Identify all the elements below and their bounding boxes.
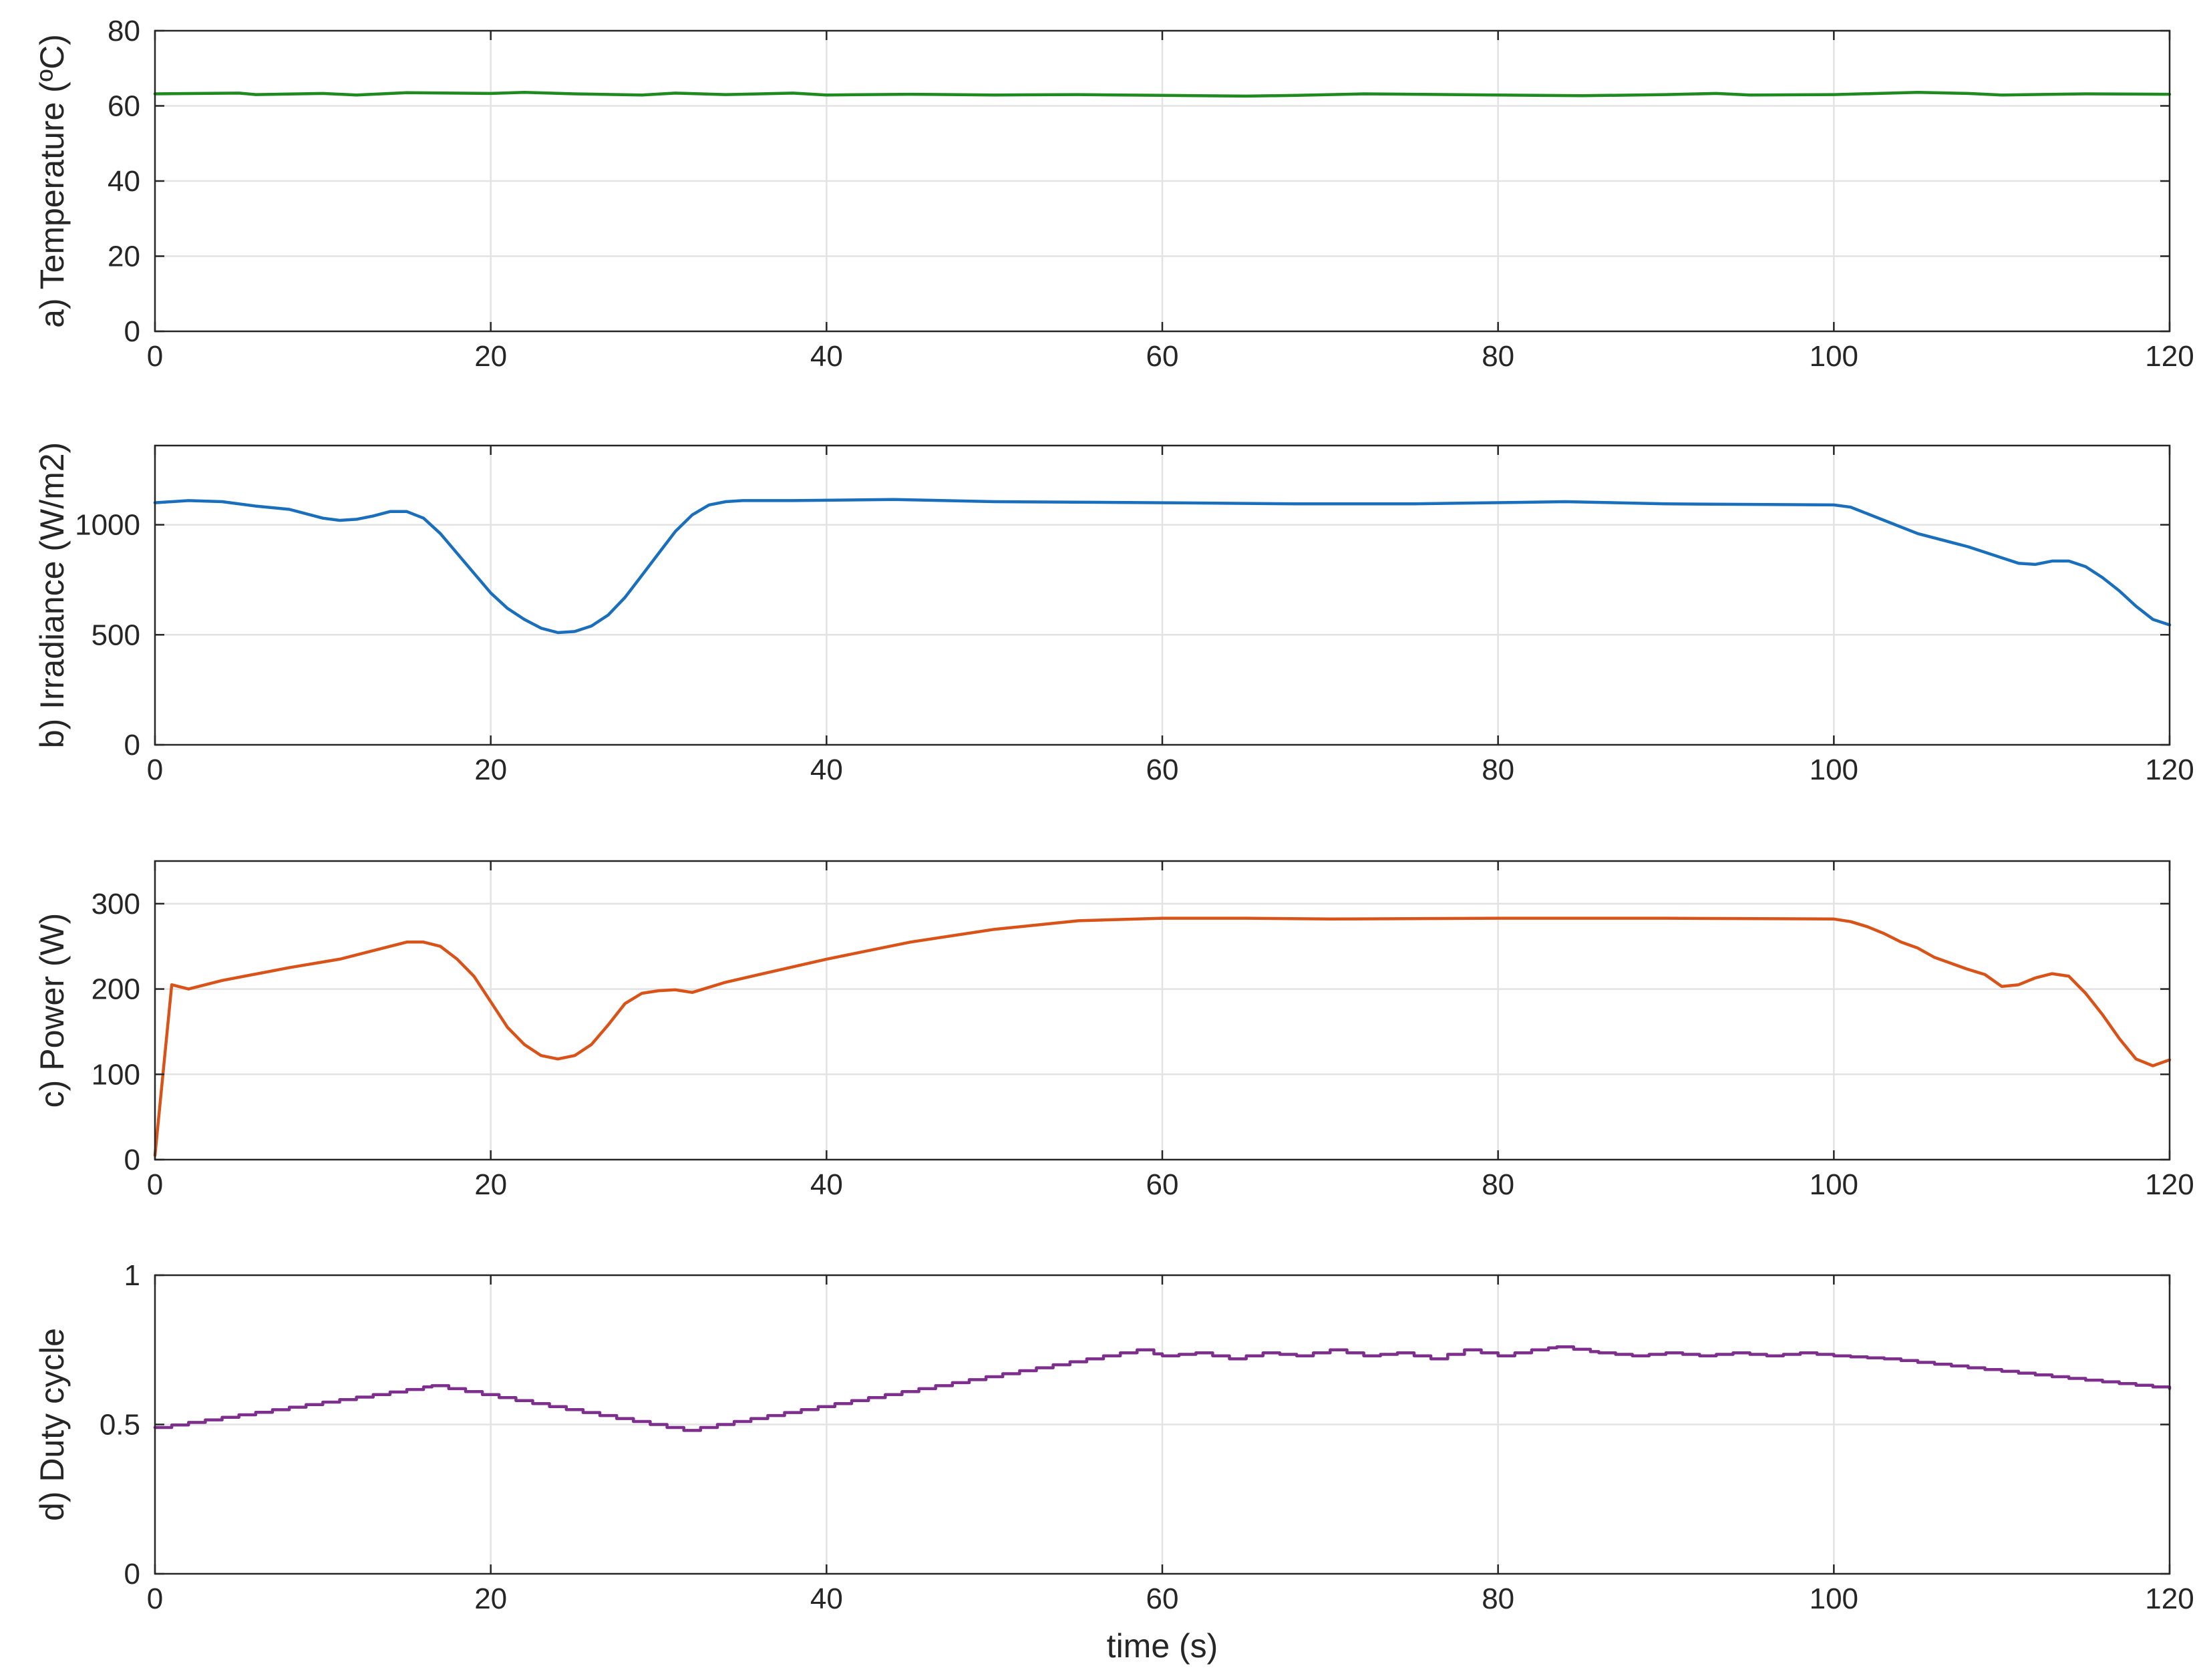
x-tick-label: 100 [1810, 1168, 1858, 1201]
y-axis-label: a) Temperature (ºC) [33, 34, 71, 328]
x-tick-label: 60 [1146, 340, 1179, 373]
x-tick-label: 0 [147, 1168, 163, 1201]
x-tick-label: 80 [1482, 1582, 1514, 1615]
x-tick-label: 20 [474, 340, 507, 373]
y-tick-label: 20 [108, 240, 140, 273]
series-line-c [153, 916, 2172, 1157]
y-axis-label: c) Power (W) [33, 913, 71, 1108]
y-tick-label: 1000 [75, 509, 140, 542]
y-tick-label: 300 [92, 888, 140, 920]
x-tick-label: 120 [2145, 340, 2194, 373]
x-tick-label: 20 [474, 1168, 507, 1201]
series-line-a [153, 91, 2172, 98]
y-axis-label: b) Irradiance (W/m2) [33, 442, 71, 748]
y-tick-label: 500 [92, 619, 140, 651]
y-tick-label: 0 [124, 315, 140, 348]
x-tick-label: 40 [810, 340, 843, 373]
series-line-d [153, 1345, 2172, 1432]
y-tick-label: 0 [124, 1558, 140, 1590]
x-tick-label: 20 [474, 753, 507, 786]
x-tick-label: 60 [1146, 1582, 1179, 1615]
x-axis-label: time (s) [1107, 1627, 1218, 1665]
panel-duty-cycle: 0 20 40 60 80 100 120 0 0.5 1 d) Duty cycle time (s… [33, 1259, 2194, 1665]
x-tick-label: 80 [1482, 1168, 1514, 1201]
y-tick-label: 0.5 [100, 1409, 140, 1442]
x-tick-label: 60 [1146, 753, 1179, 786]
y-tick-label: 80 [108, 15, 140, 47]
x-tick-label: 0 [147, 753, 163, 786]
x-tick-label: 120 [2145, 1582, 2194, 1615]
x-tick-label: 40 [810, 1168, 843, 1201]
x-tick-label: 40 [810, 1582, 843, 1615]
x-tick-label: 80 [1482, 753, 1514, 786]
y-tick-label: 1 [124, 1259, 140, 1292]
series-line-b [153, 498, 2172, 635]
x-tick-label: 100 [1810, 340, 1858, 373]
x-tick-label: 0 [147, 340, 163, 373]
x-tick-label: 120 [2145, 753, 2194, 786]
y-tick-label: 200 [92, 973, 140, 1006]
x-tick-label: 0 [147, 1582, 163, 1615]
x-tick-label: 80 [1482, 340, 1514, 373]
y-tick-label: 60 [108, 90, 140, 123]
y-tick-label: 40 [108, 165, 140, 198]
x-tick-label: 120 [2145, 1168, 2194, 1201]
y-tick-label: 100 [92, 1058, 140, 1091]
y-axis-label: d) Duty cycle [33, 1328, 71, 1521]
x-tick-label: 100 [1810, 753, 1858, 786]
panel-temperature: 0 20 40 60 80 100 120 0 20 40 60 80 a) Temperature (… [33, 15, 2194, 373]
panel-power: 0 20 40 60 80 100 120 0 100 200 300 c) Power (W) [33, 860, 2194, 1201]
y-tick-label: 0 [124, 1144, 140, 1176]
x-tick-label: 20 [474, 1582, 507, 1615]
x-tick-label: 100 [1810, 1582, 1858, 1615]
x-tick-label: 40 [810, 753, 843, 786]
y-tick-label: 0 [124, 729, 140, 762]
x-tick-label: 60 [1146, 1168, 1179, 1201]
